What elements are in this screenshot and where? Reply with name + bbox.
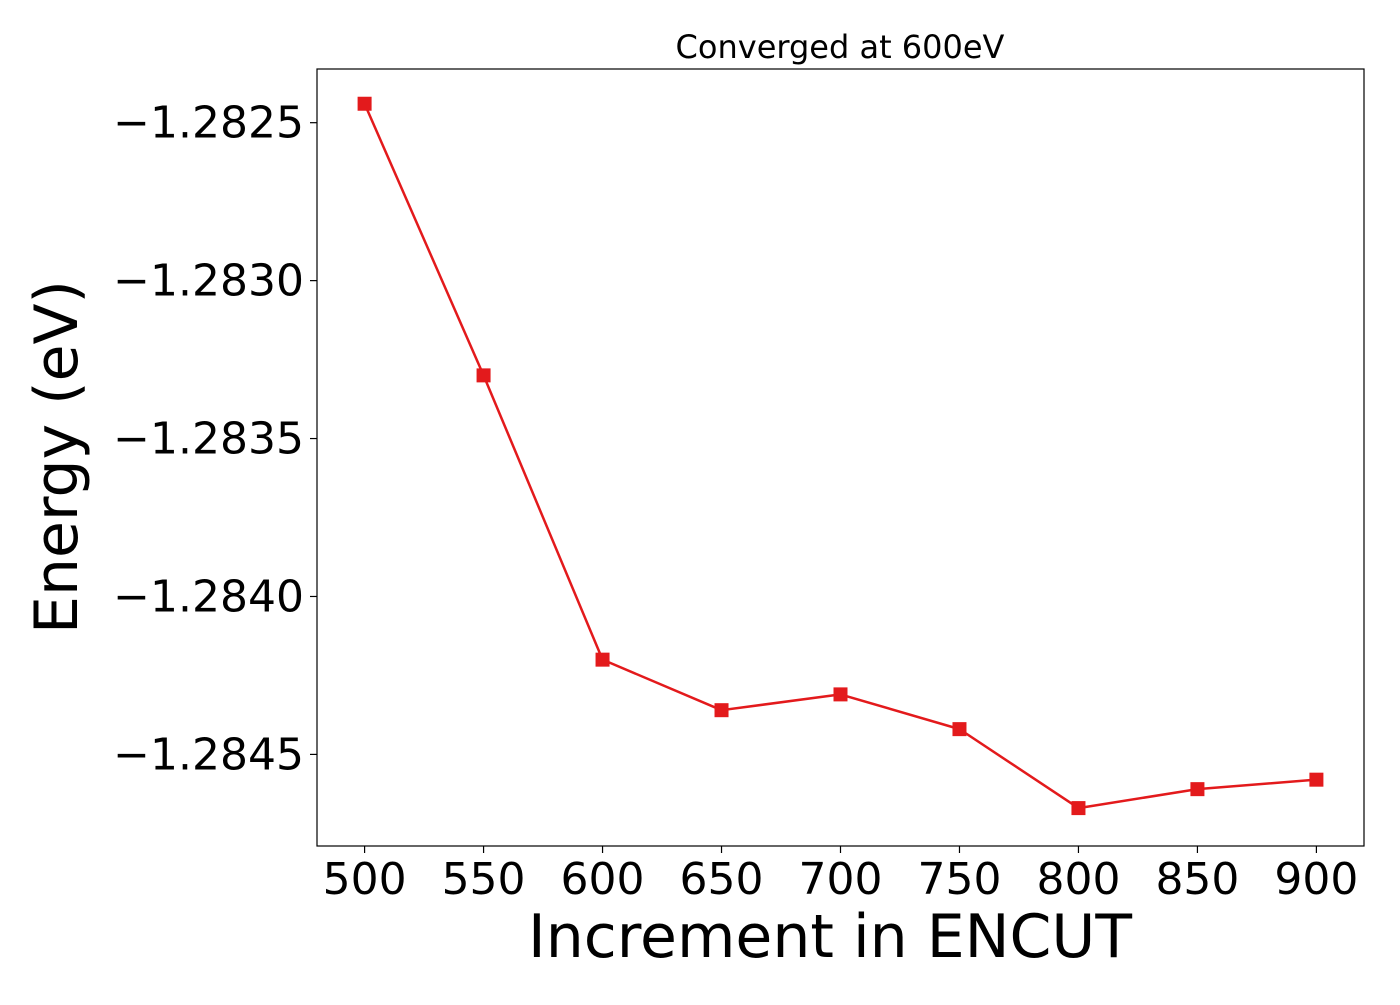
data-point <box>1071 801 1086 816</box>
x-axis-label: Increment in ENCUT <box>528 902 1132 972</box>
data-point <box>833 687 848 702</box>
x-tick-label: 650 <box>680 854 764 905</box>
x-tick-label: 850 <box>1155 854 1239 905</box>
y-tick-label: −1.2825 <box>113 98 304 149</box>
y-tick-label: −1.2845 <box>113 729 304 780</box>
data-point <box>952 722 967 737</box>
data-point <box>476 368 491 383</box>
data-point <box>714 703 729 718</box>
x-tick-label: 800 <box>1036 854 1120 905</box>
data-point <box>357 96 372 111</box>
y-tick-label: −1.2835 <box>113 414 304 465</box>
y-axis-label: Energy (eV) <box>22 280 92 634</box>
data-point <box>595 652 610 667</box>
data-point <box>1190 782 1205 797</box>
x-tick-label: 750 <box>917 854 1001 905</box>
x-tick-label: 500 <box>323 854 407 905</box>
x-tick-label: 550 <box>442 854 526 905</box>
y-tick-label: −1.2830 <box>113 256 304 307</box>
plot-frame <box>316 68 1365 847</box>
x-tick-label: 700 <box>799 854 883 905</box>
chart-title: Converged at 600eV <box>676 28 1005 66</box>
series-line <box>363 103 1317 810</box>
x-tick-label: 600 <box>561 854 645 905</box>
data-point <box>1309 772 1324 787</box>
x-tick-label: 900 <box>1274 854 1358 905</box>
y-tick-label: −1.2840 <box>113 571 304 622</box>
plot-area: 500 550 600 650 700 750 800 850 900 −1.2825 −1.283… <box>113 68 1365 905</box>
